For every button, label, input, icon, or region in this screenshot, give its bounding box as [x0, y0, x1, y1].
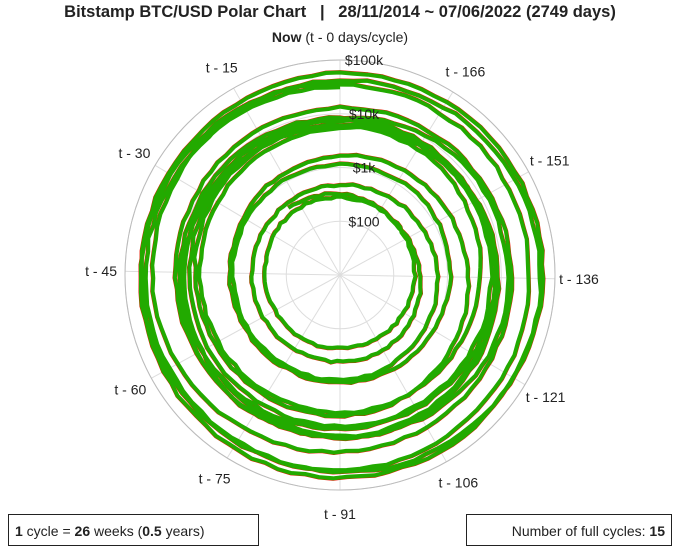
angular-tick-label-3: t - 45: [85, 263, 117, 279]
cycle-length-box: 1 cycle = 26 weeks (0.5 years): [8, 514, 259, 546]
angular-tick-label-7: t - 106: [438, 475, 478, 491]
weeks-text: weeks (: [90, 523, 143, 539]
full-cycles-box: Number of full cycles: 15: [466, 514, 672, 546]
full-cycles-label: Number of full cycles:: [511, 523, 650, 539]
chart-title: Bitstamp BTC/USD Polar Chart | 28/11/201…: [64, 3, 616, 21]
angular-tick-label-9: t - 136: [559, 271, 599, 287]
years-text: years): [161, 523, 205, 539]
radial-tick-label-3: $100k: [345, 52, 384, 68]
cycle-count: 1: [15, 523, 23, 539]
angular-tick-label-8: t - 121: [526, 389, 566, 405]
angular-tick-label-6: t - 91: [324, 506, 356, 522]
angular-tick-label-4: t - 60: [114, 382, 146, 398]
grid-ring-1: [285, 220, 395, 330]
angular-tick-label-5: t - 75: [199, 470, 231, 486]
angular-tick-label-11: t - 166: [446, 64, 486, 80]
radial-tick-label-1: $1k: [353, 160, 377, 176]
series-layer: [138, 70, 546, 481]
now-label-rest: (t - 0 days/cycle): [301, 29, 408, 45]
angular-tick-label-1: t - 15: [206, 59, 238, 75]
outer-ring: [124, 59, 556, 491]
radial-tick-label-0: $100: [348, 213, 379, 229]
angular-tick-label-now: Now (t - 0 days/cycle): [272, 29, 408, 45]
radial-tick-labels: $100 $1k $10k $100k: [345, 52, 384, 229]
angular-tick-labels: Now (t - 0 days/cycle) t - 15 t - 30 t - 45…: [85, 29, 599, 522]
cycle-years: 0.5: [142, 523, 162, 539]
series-up-line: [138, 70, 546, 481]
radial-tick-label-2: $10k: [349, 106, 380, 122]
cycle-weeks: 26: [74, 523, 91, 539]
cycle-text: cycle =: [22, 523, 75, 539]
angular-tick-label-10: t - 151: [530, 152, 570, 168]
full-cycles-value: 15: [649, 523, 665, 539]
now-label-bold: Now: [272, 29, 302, 45]
angular-tick-label-2: t - 30: [118, 145, 150, 161]
